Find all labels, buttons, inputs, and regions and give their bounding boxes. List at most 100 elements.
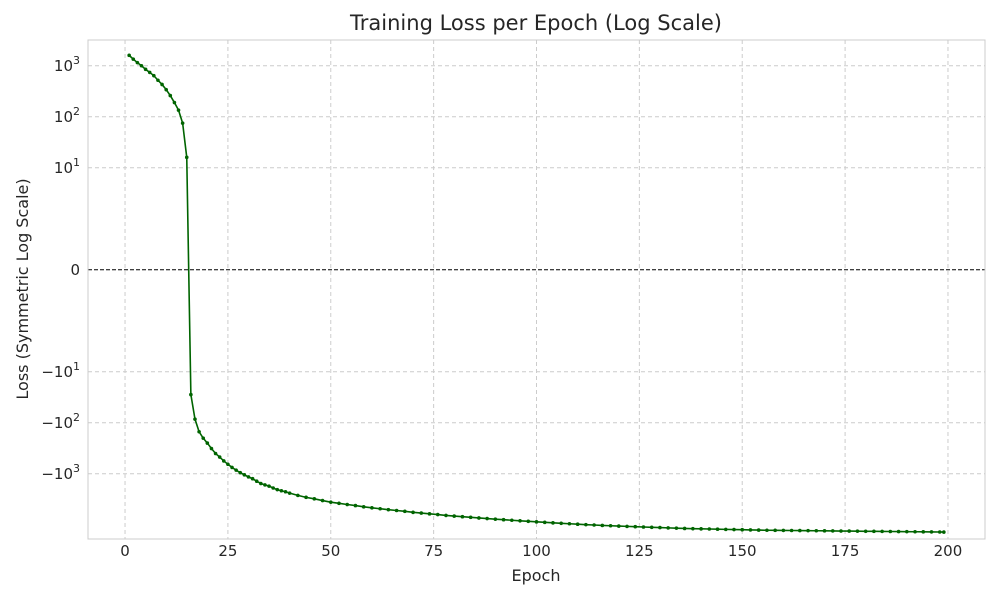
loss-data-point: [205, 441, 210, 445]
loss-data-point: [337, 501, 341, 506]
loss-data-point: [304, 495, 308, 500]
x-tick-label: 125: [625, 542, 654, 560]
loss-data-point: [135, 60, 140, 65]
loss-data-point: [147, 70, 152, 75]
loss-data-point: [444, 513, 448, 518]
loss-data-point: [164, 87, 168, 92]
loss-data-point: [403, 509, 407, 514]
loss-data-point: [156, 78, 160, 83]
loss-data-point: [271, 486, 275, 490]
loss-data-point: [254, 479, 259, 484]
loss-data-point: [193, 417, 197, 421]
loss-data-point: [822, 529, 827, 533]
tick-layer: 0 25 50 75 100 125 150 175 200 103 102 101 0 −101 −102…: [41, 54, 962, 560]
loss-data-point: [275, 487, 280, 492]
loss-data-point: [732, 527, 736, 532]
loss-data-point: [798, 528, 802, 533]
loss-data-point: [847, 529, 852, 533]
loss-data-point: [378, 506, 382, 511]
y-tick-label: −102: [41, 411, 80, 432]
loss-data-point: [510, 518, 514, 523]
loss-data-point: [250, 476, 255, 481]
loss-data-point: [616, 524, 621, 528]
loss-data-point: [460, 514, 465, 519]
y-tick-label: −101: [41, 360, 80, 381]
loss-data-point: [143, 67, 148, 72]
loss-data-point: [542, 520, 547, 525]
loss-data-point: [863, 529, 868, 534]
x-tick-label: 0: [120, 542, 130, 560]
loss-data-point: [168, 93, 173, 98]
loss-data-point: [929, 530, 934, 534]
loss-data-point: [296, 493, 300, 498]
loss-data-point: [781, 528, 786, 533]
loss-data-point: [740, 527, 745, 532]
loss-data-point: [411, 510, 415, 515]
loss-data-point: [394, 508, 399, 513]
y-tick-label: −103: [41, 462, 80, 483]
loss-data-point: [501, 517, 506, 522]
loss-data-point: [905, 529, 909, 534]
loss-data-point: [814, 528, 819, 533]
loss-data-point: [756, 528, 761, 532]
loss-data-point: [328, 500, 333, 504]
loss-data-point: [452, 514, 457, 518]
loss-data-point: [468, 515, 473, 520]
loss-data-point: [707, 527, 712, 531]
loss-data-point: [234, 468, 238, 472]
loss-data-point: [221, 459, 226, 463]
loss-data-point: [913, 529, 917, 534]
loss-data-point: [921, 530, 926, 534]
loss-data-point: [279, 488, 284, 493]
loss-data-point: [942, 530, 946, 534]
y-tick-label: 103: [54, 54, 80, 75]
loss-data-point: [575, 522, 580, 527]
loss-data-point: [131, 57, 136, 61]
loss-data-point: [641, 525, 646, 529]
loss-data-point: [872, 529, 876, 534]
loss-data-point: [238, 470, 243, 475]
loss-data-point: [493, 517, 498, 521]
loss-data-point: [180, 121, 185, 125]
loss-data-point: [283, 489, 288, 494]
loss-data-point: [567, 521, 572, 526]
plot-frame: [87, 39, 986, 540]
loss-data-point: [189, 392, 193, 397]
loss-data-point: [748, 528, 753, 532]
loss-data-point: [625, 524, 629, 529]
loss-data-point: [160, 82, 164, 87]
loss-data-point: [896, 529, 901, 534]
loss-data-point: [806, 528, 810, 533]
loss-data-point: [855, 529, 860, 533]
loss-data-point: [172, 100, 177, 105]
loss-data-point: [361, 505, 366, 509]
loss-data-point: [674, 526, 679, 530]
loss-data-point: [312, 497, 317, 501]
y-axis-label: Loss (Symmetric Log Scale): [13, 178, 32, 399]
loss-data-point: [419, 511, 424, 515]
series-layer: [127, 53, 946, 534]
loss-data-point: [435, 512, 440, 517]
loss-data-point: [526, 519, 531, 524]
grid-layer: [88, 40, 985, 539]
y-tick-label: 102: [54, 105, 80, 126]
loss-data-point: [226, 462, 230, 467]
loss-data-point: [608, 523, 613, 528]
loss-data-point: [242, 473, 247, 477]
loss-data-point: [699, 527, 703, 531]
loss-data-point: [880, 529, 884, 534]
loss-data-point: [176, 108, 181, 112]
x-tick-label: 50: [321, 542, 340, 560]
x-tick-label: 75: [424, 542, 443, 560]
loss-data-point: [263, 483, 267, 487]
loss-data-point: [152, 73, 156, 78]
y-tick-label: 101: [54, 156, 80, 177]
loss-data-point: [127, 53, 131, 58]
loss-data-point: [345, 502, 350, 507]
x-tick-label: 175: [831, 542, 860, 560]
loss-data-point: [534, 520, 539, 524]
loss-data-point: [246, 475, 251, 479]
chart-title: Training Loss per Epoch (Log Scale): [349, 11, 722, 35]
loss-data-point: [320, 498, 325, 503]
